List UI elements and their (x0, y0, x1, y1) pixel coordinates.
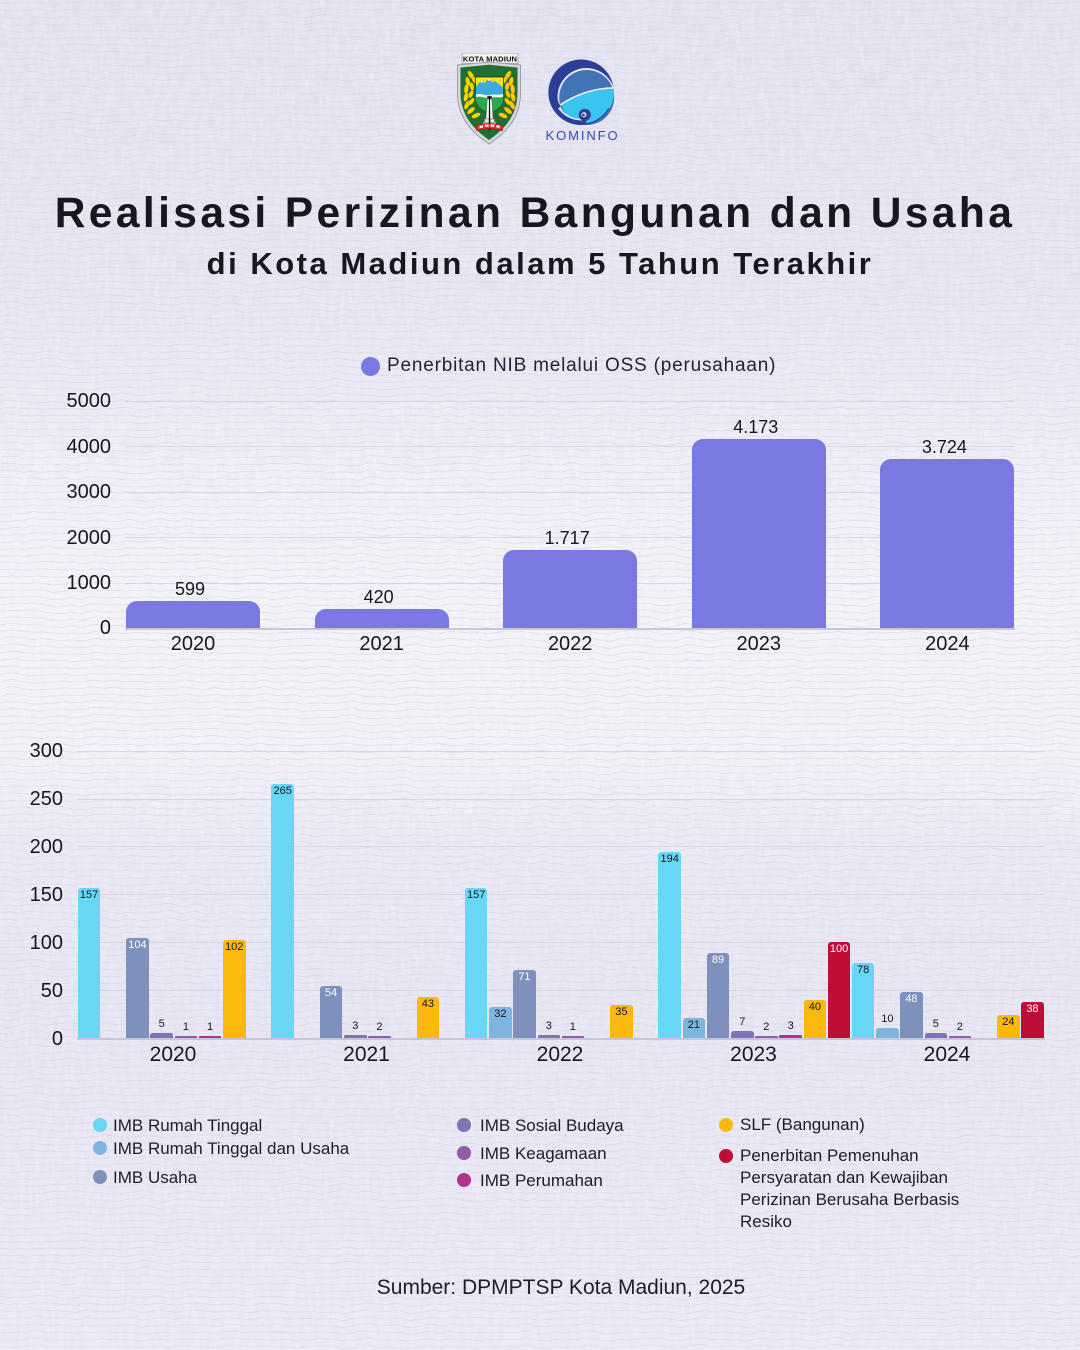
svg-text:KOTA MADIUN: KOTA MADIUN (463, 54, 517, 63)
svg-text:KOMINFO: KOMINFO (546, 128, 619, 143)
